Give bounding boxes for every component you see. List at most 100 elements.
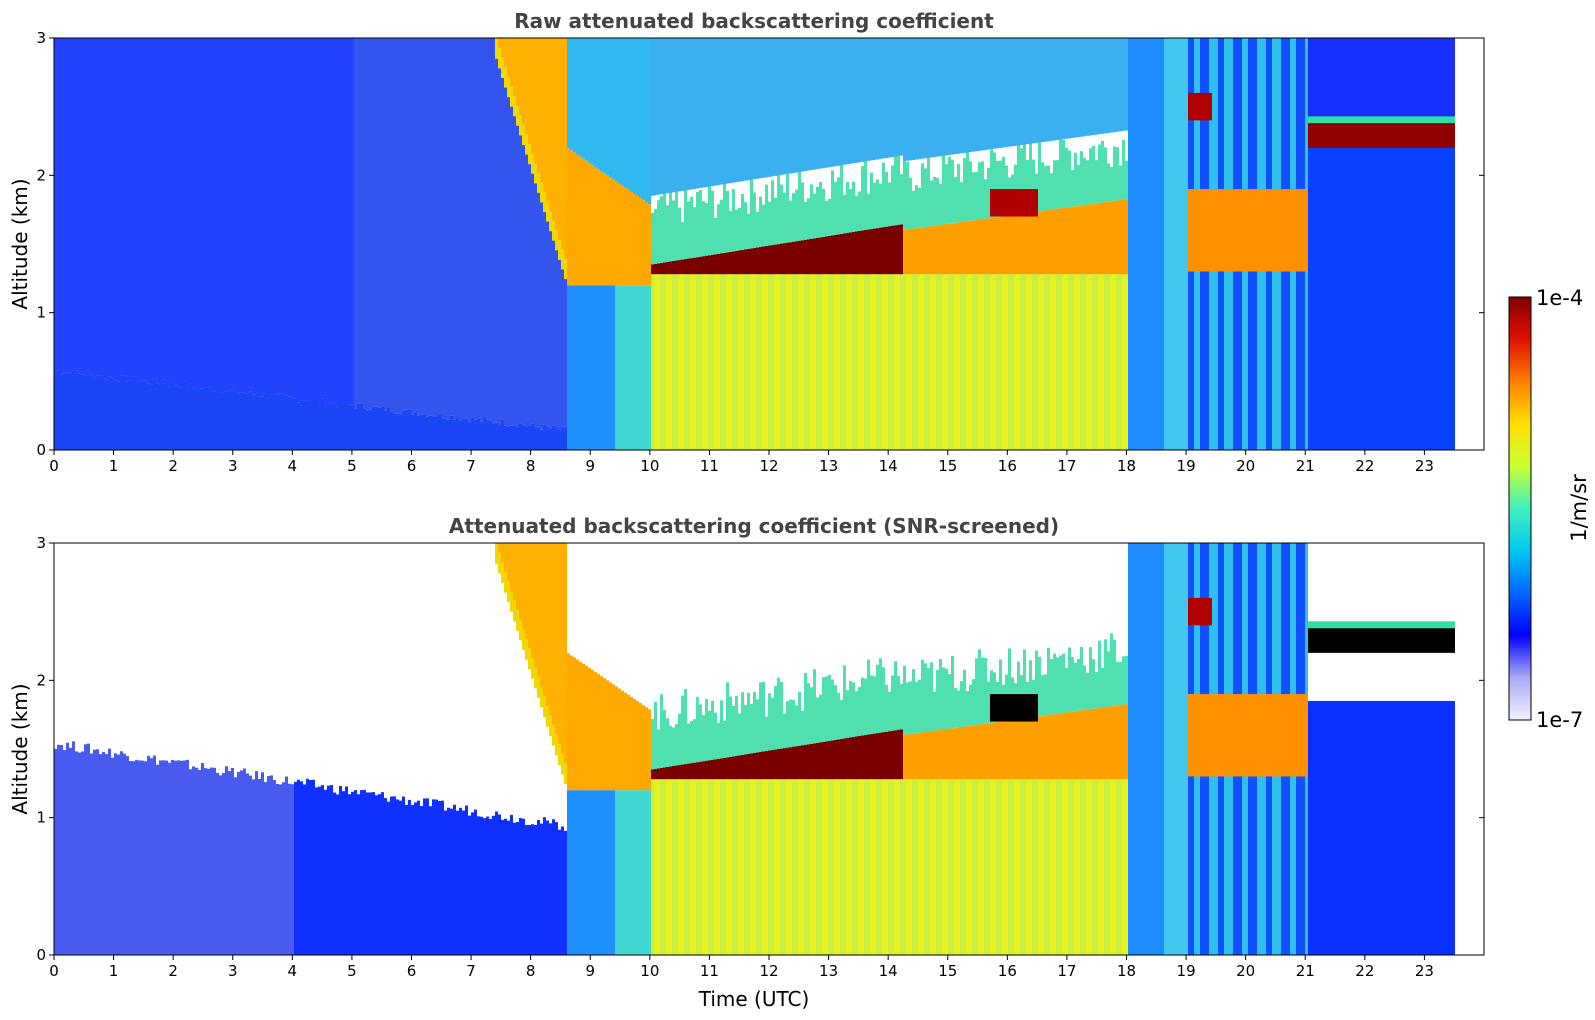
heatmap-cell [783,192,786,244]
heatmap-cell [378,794,381,955]
heatmap-cell [852,736,855,780]
heatmap-cell [552,38,555,221]
heatmap-cell [609,682,612,791]
heatmap-cell [993,152,996,218]
heatmap-cell [702,256,705,275]
heatmap-cell [885,274,888,450]
heatmap-cell [795,746,798,780]
heatmap-cell [1386,621,1389,629]
x-tick-label: 18 [1117,962,1136,980]
heatmap-cell [1068,38,1071,139]
heatmap-cell [933,274,936,450]
heatmap-cell [246,38,249,394]
heatmap-cell [1368,123,1371,148]
heatmap-cell [438,801,441,955]
heatmap-cell [651,212,654,265]
heatmap-cell [720,38,723,185]
heatmap-cell [510,38,513,426]
heatmap-cell [744,38,747,181]
heatmap-cell [699,779,702,955]
heatmap-cell [1026,159,1029,213]
heatmap-cell [834,38,837,167]
heatmap-cell [999,721,1002,780]
x-tick-label: 3 [228,962,238,980]
heatmap-cell [1359,123,1362,148]
heatmap-cell [360,38,363,404]
heatmap-cell [1320,621,1323,629]
heatmap-cell [1071,38,1074,138]
heatmap-cell [489,420,492,450]
heatmap-cell [108,748,111,955]
heatmap-cell [1176,38,1179,450]
heatmap-cell [942,779,945,955]
heatmap-cell [882,779,885,955]
heatmap-cell [903,779,906,955]
heatmap-cell [834,685,837,740]
heatmap-cell [789,699,792,748]
heatmap-cell [423,413,426,450]
heatmap-cell [1029,694,1032,722]
heatmap-cell [777,244,780,275]
heatmap-cell [669,186,672,262]
heatmap-cell [819,38,822,169]
heatmap-cell [294,398,297,450]
heatmap-cell [585,543,588,666]
heatmap-cell [777,779,780,955]
heatmap-cell [1035,779,1038,955]
heatmap-cell [909,274,912,450]
heatmap-cell [729,696,732,757]
x-tick-label: 3 [228,457,238,475]
heatmap-cell [633,193,636,286]
heatmap-cell [423,38,426,414]
heatmap-cell [777,38,780,176]
heatmap-cell [912,669,915,734]
heatmap-cell [405,804,408,955]
heatmap-cell [993,189,996,217]
heatmap-cell [1452,621,1455,629]
heatmap-cell [435,38,438,417]
heatmap-cell [192,766,195,955]
heatmap-cell [801,274,804,450]
heatmap-cell [546,820,549,955]
x-tick-label: 7 [466,962,476,980]
heatmap-cell [318,403,321,450]
heatmap-cell [1341,123,1344,148]
heatmap-cell [1395,123,1398,148]
heatmap-cell [1443,116,1446,124]
heatmap-cell [1020,189,1023,217]
heatmap-cell [1125,274,1128,450]
heatmap-cell [816,274,819,450]
heatmap-cell [771,180,774,246]
heatmap-cell [1122,704,1125,780]
heatmap-cell [309,779,312,955]
heatmap-cell [1422,621,1425,629]
heatmap-cell [756,274,759,450]
heatmap-cell [744,249,747,275]
heatmap-cell [1335,38,1338,450]
heatmap-cell [870,274,873,450]
heatmap-cell [642,200,645,286]
heatmap-cell [897,675,900,730]
heatmap-cell [495,422,498,450]
heatmap-cell [1092,38,1095,136]
heatmap-cell [1131,38,1134,450]
heatmap-cell [1338,38,1341,450]
heatmap-cell [723,252,726,275]
heatmap-cell [750,703,753,754]
heatmap-cell [636,38,639,196]
heatmap-cell [726,252,729,275]
heatmap-cell [414,38,417,413]
heatmap-cell [522,543,525,630]
heatmap-cell [1125,779,1128,955]
heatmap-cell [681,222,684,260]
x-tick-label: 20 [1236,457,1255,475]
heatmap-cell [873,38,876,160]
heatmap-cell [1023,718,1026,780]
heatmap-cell [1227,189,1230,272]
heatmap-cell [783,748,786,780]
x-axis-label: Time (UTC) [698,987,810,1011]
heatmap-cell [510,543,513,592]
heatmap-cell [996,779,999,955]
heatmap-cell [726,190,729,253]
heatmap-cell [1419,628,1422,653]
